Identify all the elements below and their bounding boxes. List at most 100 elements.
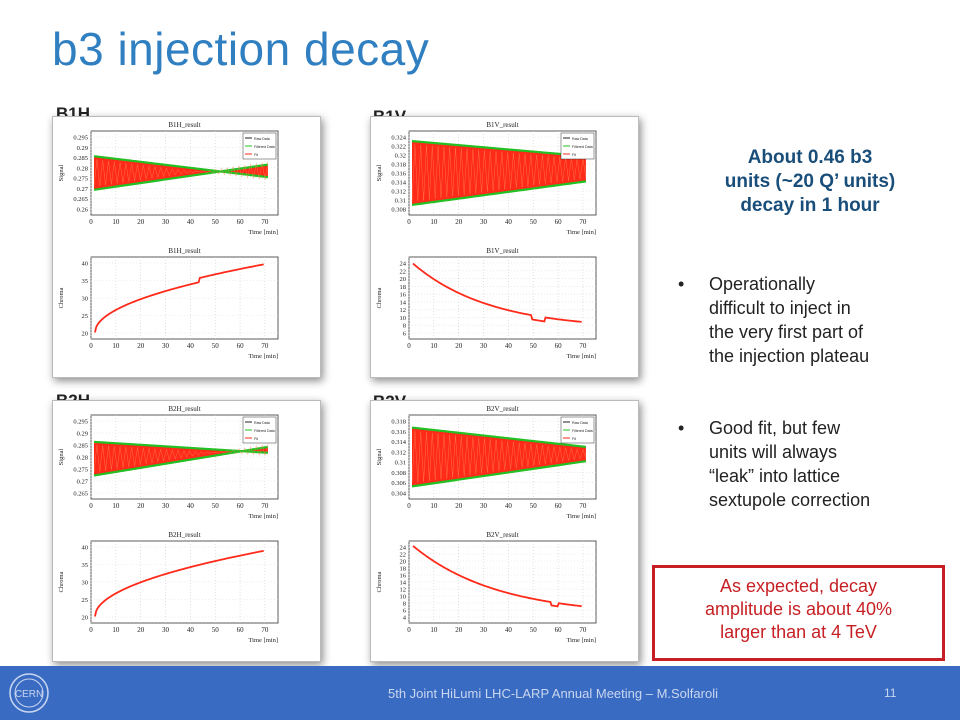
plot-panel-b2h: B2H_result 0 10 20 30 40 50 60 70 Time [min] 0.295…: [52, 400, 321, 662]
x-tick-label: 60: [555, 502, 563, 510]
x-tick-label: 50: [530, 218, 538, 226]
y-tick-label: 0.27: [77, 479, 89, 486]
legend-entry: Raw Data: [254, 421, 270, 425]
y-tick-label: 0.304: [391, 491, 406, 498]
y-tick-label: 0.306: [391, 480, 406, 487]
legend-entry: Filtered Data: [572, 429, 593, 433]
cern-logo-icon: CERN: [9, 673, 49, 713]
chroma-curve: [94, 263, 264, 333]
y-tick-label: 20: [400, 276, 407, 283]
bullet-dot-icon: •: [678, 274, 685, 294]
x-tick-label: 40: [505, 218, 513, 226]
bullet-line: sextupole correction: [709, 490, 871, 510]
x-tick-label: 40: [505, 626, 513, 634]
x-tick-label: 50: [530, 502, 538, 510]
callout-line: larger than at 4 TeV: [720, 622, 877, 642]
plot-frame: [408, 256, 597, 340]
x-tick-label: 50: [212, 218, 220, 226]
x-tick-label: 0: [407, 218, 411, 226]
legend: Raw Data Filtered Data Fit: [242, 416, 277, 444]
x-tick-label: 20: [137, 502, 145, 510]
callout-box: As expected, decay amplitude is about 40…: [652, 565, 945, 661]
x-tick-label: 40: [187, 626, 195, 634]
x-tick-label: 0: [89, 502, 93, 510]
y-tick-label: 0.275: [73, 176, 88, 183]
x-tick-label: 60: [237, 342, 245, 350]
summary-text: About 0.46 b3 units (~20 Q’ units) decay…: [690, 146, 930, 218]
y-tick-label: 8: [403, 601, 406, 608]
x-tick-label: 30: [162, 502, 170, 510]
bullet-line: difficult to inject in: [709, 298, 851, 318]
y-tick-label: 16: [400, 292, 407, 299]
legend-entry: Raw Data: [254, 137, 270, 141]
legend: Raw Data Filtered Data Fit: [242, 132, 277, 160]
x-axis-label: Time [min]: [566, 637, 596, 644]
x-axis-label: Time [min]: [566, 229, 596, 236]
y-tick-label: 0.28: [77, 455, 88, 462]
callout-line: As expected, decay: [719, 576, 878, 596]
x-tick-label: 60: [237, 502, 245, 510]
callout-line: amplitude is about 40%: [704, 599, 893, 619]
y-tick-label: 18: [400, 566, 407, 573]
x-tick-label: 10: [430, 626, 438, 634]
summary-line: decay in 1 hour: [740, 195, 880, 216]
y-axis-label: Chroma: [376, 287, 383, 308]
legend-entry: Filtered Data: [254, 429, 275, 433]
x-tick-label: 70: [579, 218, 587, 226]
x-tick-label: 60: [555, 342, 563, 350]
x-tick-label: 50: [530, 342, 538, 350]
bullet-item: • Operationally difficult to inject in t…: [678, 272, 938, 368]
x-axis-label: Time [min]: [248, 637, 278, 644]
envelope-upper: [411, 139, 587, 158]
slide-title: b3 injection decay: [52, 23, 430, 75]
y-tick-label: 0.285: [73, 155, 88, 162]
y-tick-label: 0.29: [77, 145, 88, 152]
x-tick-label: 30: [480, 502, 488, 510]
bullet-line: units will always: [709, 442, 838, 462]
plot-panel-b2v: B2V_result 0 10 20 30 40 50 60 70 Time [min] 0.318…: [370, 400, 639, 662]
y-tick-label: 40: [82, 545, 89, 552]
x-tick-label: 50: [212, 502, 220, 510]
y-tick-label: 0.29: [77, 431, 88, 438]
x-tick-label: 40: [187, 342, 195, 350]
y-tick-label: 10: [400, 594, 407, 601]
y-tick-label: 22: [400, 268, 407, 275]
y-tick-label: 6: [403, 331, 407, 338]
y-tick-label: 0.312: [391, 449, 406, 456]
x-tick-label: 60: [237, 626, 245, 634]
envelope-lower: [93, 163, 269, 191]
subplot-title: B1V_result: [486, 121, 518, 129]
y-tick-label: 0.322: [391, 144, 406, 151]
x-tick-label: 60: [555, 626, 563, 634]
plot-panel-b1v: B1V_result 0 10 20 30 40 50 60 70 Time [min] 0.324…: [370, 116, 639, 378]
x-axis-label: Time [min]: [248, 353, 278, 360]
envelope-lower: [93, 445, 269, 477]
y-axis-label: Signal: [376, 165, 383, 182]
x-tick-label: 70: [261, 342, 269, 350]
y-tick-label: 0.285: [73, 443, 88, 450]
legend-entry: Fit: [254, 437, 258, 441]
x-tick-label: 70: [261, 502, 269, 510]
bullet-line: Good fit, but few: [709, 418, 841, 438]
y-tick-label: 0.316: [391, 429, 406, 436]
y-tick-label: 40: [82, 261, 89, 268]
legend-entry: Fit: [572, 437, 576, 441]
legend-entry: Fit: [572, 153, 576, 157]
subplot-title: B2H_result: [168, 405, 200, 413]
y-tick-label: 35: [82, 278, 89, 285]
y-tick-label: 20: [82, 615, 89, 622]
subplot-title: B1H_result: [168, 247, 200, 255]
x-tick-label: 30: [480, 626, 488, 634]
y-tick-label: 35: [82, 562, 89, 569]
y-axis-label: Chroma: [58, 287, 65, 308]
envelope-upper: [411, 426, 587, 449]
y-axis-label: Signal: [58, 449, 65, 466]
y-tick-label: 0.314: [391, 439, 406, 446]
x-tick-label: 20: [455, 626, 463, 634]
y-tick-label: 30: [82, 296, 89, 303]
y-tick-label: 0.308: [391, 470, 406, 477]
x-tick-label: 10: [112, 218, 120, 226]
x-tick-label: 70: [579, 342, 587, 350]
y-tick-label: 0.31: [395, 460, 406, 467]
